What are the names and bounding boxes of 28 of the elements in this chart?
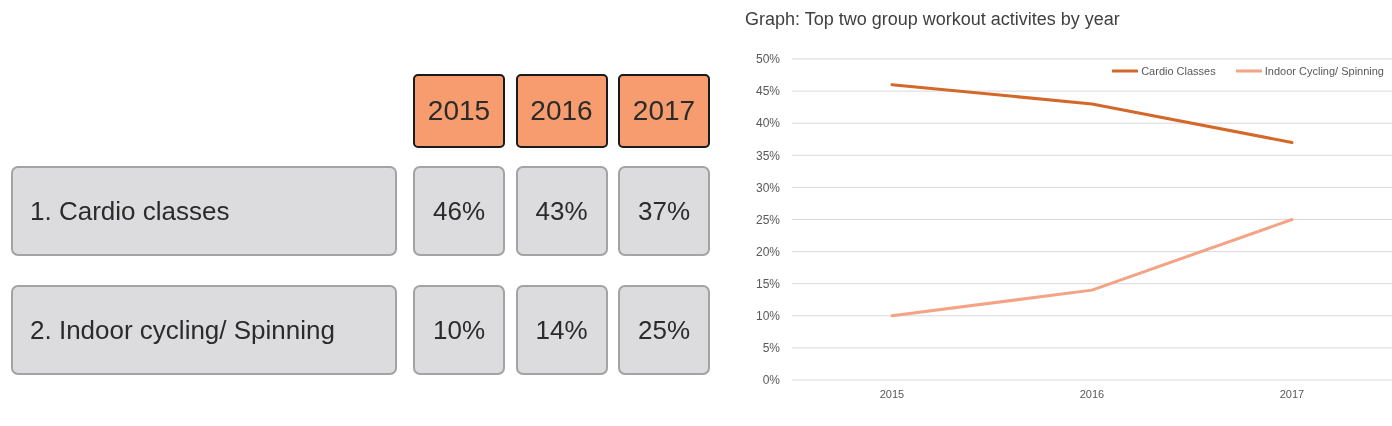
y-tick-label: 40% <box>755 116 781 131</box>
y-tick-label: 0% <box>762 373 781 388</box>
category-label: 2017 <box>632 95 696 127</box>
legend-label: Cardio Classes <box>1141 65 1216 77</box>
y-tick-label: 50% <box>755 52 781 67</box>
chart-title: Graph: Top two group workout activites by year <box>745 9 1120 29</box>
legend-label: Indoor Cycling/ Spinning <box>1264 65 1384 77</box>
text: 10% <box>432 314 486 345</box>
y-tick-label: 15% <box>755 276 781 291</box>
category-label: 2016 <box>530 95 593 127</box>
text: 14% <box>535 314 588 345</box>
y-tick-label: 5% <box>762 341 781 356</box>
category-label: 1. Cardio classes <box>30 195 230 226</box>
text: 25% <box>637 314 691 345</box>
y-tick-label: 30% <box>755 180 781 195</box>
y-tick-label: 25% <box>755 212 781 227</box>
x-tick-label: 2017 <box>1279 387 1305 400</box>
y-tick-label: 10% <box>755 309 781 324</box>
text: 37% <box>637 195 691 226</box>
category-label: 2. Indoor cycling/ Spinning <box>30 314 335 345</box>
x-tick-label: 2016 <box>1079 387 1105 400</box>
y-tick-label: 35% <box>755 148 781 163</box>
text: 46% <box>432 195 486 226</box>
y-tick-label: 20% <box>755 244 781 259</box>
y-tick-label: 45% <box>755 84 781 99</box>
x-tick-label: 2015 <box>879 387 905 400</box>
category-label: 2015 <box>427 95 491 127</box>
text: 43% <box>535 195 588 226</box>
